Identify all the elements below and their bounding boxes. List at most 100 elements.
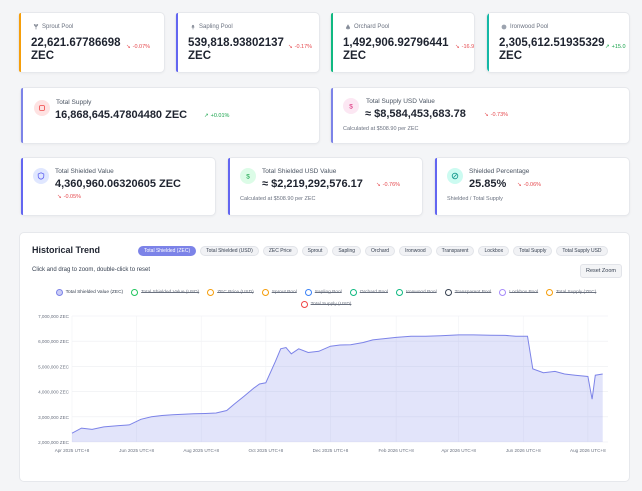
legend-item[interactable]: Ironwood Pool xyxy=(395,289,437,296)
total-supply-usd-value: ≈ $8,584,453,683.78 xyxy=(365,108,466,120)
legend-label: Lockbox Pool xyxy=(509,290,539,295)
tab-transparent[interactable]: Transparent xyxy=(435,246,475,256)
shielded-usd-value: ≈ $2,219,292,576.17 xyxy=(262,178,363,190)
svg-text:$: $ xyxy=(349,103,353,110)
legend-label: Total Shielded Value (ZEC) xyxy=(65,290,124,295)
x-tick-label: Feb 2026 UTC+8 xyxy=(378,448,414,453)
tab-ironwood[interactable]: Ironwood xyxy=(399,246,432,256)
tab-total-supply[interactable]: Total Supply xyxy=(513,246,553,256)
pool-label: Sapling Pool xyxy=(190,24,233,30)
shielded-value-value: 4,360,960.06320605 ZEC xyxy=(55,178,181,190)
legend-item[interactable]: Transparent Pool xyxy=(444,289,492,296)
shielded-pct-note: Shielded / Total Supply xyxy=(447,196,503,202)
legend-label: Ironwood Pool xyxy=(405,290,437,295)
x-tick-label: Jun 2026 UTC+8 xyxy=(506,448,541,453)
total-supply-usd-change: ↘ -0.73% xyxy=(484,112,509,118)
legend-item[interactable]: Orchard Pool xyxy=(349,289,388,296)
pool-change: ↘ -0.07% xyxy=(126,44,151,50)
card-accent xyxy=(21,88,23,143)
shielded-pct-value: 25.85% xyxy=(469,178,507,190)
trend-down-icon: ↘ xyxy=(376,182,381,188)
dollar-icon: $ xyxy=(349,103,353,110)
shielded-usd-card: $ Total Shielded USD Value ≈ $2,219,292,… xyxy=(227,157,423,216)
tab-total-shielded-zec[interactable]: Total Shielded (ZEC) xyxy=(138,246,197,256)
card-accent xyxy=(487,13,489,72)
shielded-pct-change: ↘ -0.06% xyxy=(517,182,542,188)
usd-icon-wrap: $ xyxy=(343,98,359,114)
pool-unit: ZEC xyxy=(343,50,366,62)
y-tick-label: 2,000,000 ZEC xyxy=(38,440,70,445)
legend-item[interactable]: Sapling Pool xyxy=(304,289,342,296)
trend-down-icon: ↘ xyxy=(484,112,489,118)
legend-swatch xyxy=(207,289,215,296)
card-accent xyxy=(331,13,333,72)
tab-orchard[interactable]: Orchard xyxy=(365,246,396,256)
legend-item[interactable]: Total Shielded Value (ZEC) xyxy=(55,289,124,296)
tab-sprout[interactable]: Sprout xyxy=(301,246,329,256)
legend-swatch xyxy=(300,301,308,308)
total-supply-usd-note: Calculated at $508.90 per ZEC xyxy=(343,126,419,132)
ironwood-icon xyxy=(501,24,507,30)
legend-item[interactable]: Total Supply (ZEC) xyxy=(546,289,596,296)
shielded-usd-change: ↘ -0.76% xyxy=(376,182,401,188)
legend-swatch xyxy=(395,289,403,296)
usd-icon-wrap: $ xyxy=(240,168,256,184)
pool-unit: ZEC xyxy=(188,50,211,62)
tab-zec-price[interactable]: ZEC Price xyxy=(262,246,298,256)
tab-sapling[interactable]: Sapling xyxy=(332,246,362,256)
shield-icon-wrap xyxy=(33,168,49,184)
legend-swatch xyxy=(546,289,554,296)
legend-label: Sprout Pool xyxy=(271,290,297,295)
zoom-hint: Click and drag to zoom, double-click to … xyxy=(32,267,151,273)
trend-down-icon: ↘ xyxy=(517,182,522,188)
y-tick-label: 6,000,000 ZEC xyxy=(38,339,70,344)
trend-down-icon: ↘ xyxy=(288,44,293,50)
legend-label: Transparent Pool xyxy=(454,290,492,295)
ironwood-pool-card: Ironwood Pool 2,305,612.51935329 ZEC ↗ +1… xyxy=(486,12,630,73)
tab-lockbox[interactable]: Lockbox xyxy=(478,246,510,256)
series-area xyxy=(72,334,603,442)
sprout-icon xyxy=(33,24,39,30)
card-accent xyxy=(19,13,21,72)
pool-change: ↗ +15.0 xyxy=(605,44,626,50)
tab-total-shielded-usd[interactable]: Total Shielded (USD) xyxy=(200,246,259,256)
total-supply-usd-title: Total Supply USD Value xyxy=(366,98,435,105)
legend-swatch xyxy=(55,289,63,296)
legend-item[interactable]: Sprout Pool xyxy=(261,289,297,296)
shielded-value-title: Total Shielded Value xyxy=(55,168,114,175)
total-supply-card: Total Supply 16,868,645.47804480 ZEC ↗ +0… xyxy=(20,87,320,144)
legend-label: Total Shielded Value (USD) xyxy=(141,290,200,295)
legend-item[interactable]: ZEC Price (USD) xyxy=(207,289,254,296)
orchard-pool-card: Orchard Pool 1,492,906.92796441 ZEC ↘ -16… xyxy=(330,12,475,73)
card-accent xyxy=(21,158,23,215)
trend-up-icon: ↗ xyxy=(605,44,610,50)
pool-label: Sprout Pool xyxy=(33,24,73,30)
dollar-icon: $ xyxy=(246,173,250,180)
total-supply-value: 16,868,645.47804480 ZEC xyxy=(55,109,188,121)
historical-trend-title: Historical Trend xyxy=(32,245,101,255)
shielded-usd-title: Total Shielded USD Value xyxy=(262,168,337,175)
legend-item[interactable]: Total Supply (USD) xyxy=(300,301,351,308)
percent-icon xyxy=(451,172,459,180)
legend-item[interactable]: Lockbox Pool xyxy=(499,289,538,296)
legend-label: Orchard Pool xyxy=(359,290,388,295)
tab-total-supply-usd[interactable]: Total Supply USD xyxy=(556,246,608,256)
y-tick-label: 5,000,000 ZEC xyxy=(38,364,70,369)
y-tick-label: 4,000,000 ZEC xyxy=(38,390,70,395)
legend-swatch xyxy=(444,289,452,296)
reset-zoom-button[interactable]: Reset Zoom xyxy=(580,264,622,278)
trend-chart[interactable]: 2,000,000 ZEC 3,000,000 ZEC 4,000,000 ZEC 5… xyxy=(20,308,631,483)
svg-text:$: $ xyxy=(246,173,250,180)
legend-swatch xyxy=(349,289,357,296)
shielded-pct-card: Shielded Percentage 25.85% ↘ -0.06% Shiel… xyxy=(434,157,630,216)
trend-down-icon: ↘ xyxy=(57,194,62,200)
trend-up-icon: ↗ xyxy=(204,113,209,119)
pool-change: ↘ -16.9 xyxy=(455,44,475,50)
supply-icon-wrap xyxy=(34,100,50,116)
legend-item[interactable]: Total Shielded Value (USD) xyxy=(131,289,199,296)
x-tick-label: Dec 2025 UTC+8 xyxy=(313,448,349,453)
legend-swatch xyxy=(131,289,139,296)
x-tick-label: Jun 2025 UTC+8 xyxy=(119,448,154,453)
sapling-pool-card: Sapling Pool 539,818.93802137 ZEC ↘ -0.17… xyxy=(175,12,320,73)
shield-icon xyxy=(37,172,45,180)
